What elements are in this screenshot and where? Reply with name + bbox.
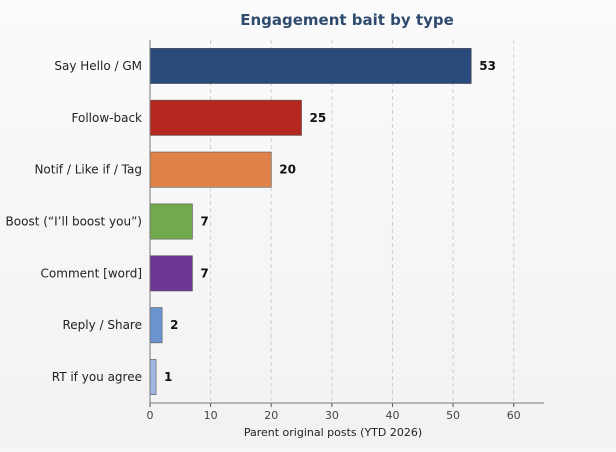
value-label-3: 7 [200, 215, 208, 229]
x-tick-label-60: 60 [507, 409, 521, 422]
value-label-6: 1 [164, 370, 172, 384]
bar-0 [149, 47, 472, 84]
category-label-1: Follow-back [72, 111, 143, 125]
bar-3 [149, 203, 193, 240]
x-tick-label-20: 20 [264, 409, 278, 422]
chart-title: Engagement bait by type [240, 11, 454, 29]
x-tick-label-30: 30 [325, 409, 339, 422]
category-label-4: Comment [word] [41, 266, 142, 280]
bar-6 [149, 359, 157, 396]
category-label-0: Say Hello / GM [54, 59, 142, 73]
x-axis-title: Parent original posts (YTD 2026) [244, 426, 422, 439]
value-label-2: 20 [279, 163, 296, 177]
category-label-2: Notif / Like if / Tag [34, 163, 142, 177]
bar-4 [149, 255, 193, 292]
bar-5 [149, 307, 163, 344]
value-label-5: 2 [170, 318, 178, 332]
x-tick-label-10: 10 [204, 409, 218, 422]
bars: Say Hello / GM 53 Follow-back 25 Notif / Lik… [6, 47, 496, 396]
category-label-5: Reply / Share [62, 318, 142, 332]
category-label-6: RT if you agree [52, 370, 142, 384]
bar-2 [149, 151, 272, 188]
value-label-4: 7 [200, 266, 208, 280]
x-tick-label-50: 50 [446, 409, 460, 422]
value-label-0: 53 [479, 59, 496, 73]
bar-1 [149, 99, 302, 136]
x-axis: 0 10 20 30 40 50 60 [147, 40, 544, 422]
x-tick-label-40: 40 [385, 409, 399, 422]
x-tick-label-0: 0 [147, 409, 154, 422]
value-label-1: 25 [310, 111, 327, 125]
category-label-3: Boost (“I’ll boost you”) [6, 215, 142, 229]
